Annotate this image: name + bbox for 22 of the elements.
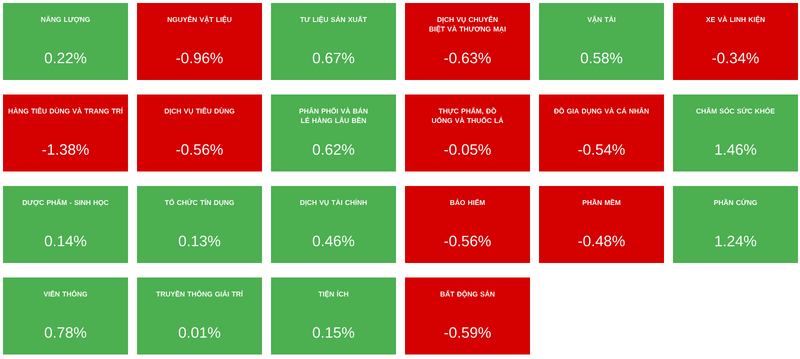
data-label: -1.38%: [42, 144, 89, 155]
data-label: 0.22%: [44, 52, 86, 64]
data-label: 0.58%: [580, 52, 622, 64]
data-label: -0.56%: [444, 236, 491, 246]
data-label: 0.62%: [312, 144, 354, 155]
data-label: -0.54%: [578, 144, 625, 155]
data-label: 1.46%: [715, 144, 756, 155]
data-label: 0.46%: [312, 236, 354, 246]
data-label: -0.96%: [176, 52, 223, 64]
data-label: 0.14%: [44, 236, 86, 246]
data-label: 0.67%: [312, 52, 354, 64]
data-label: 0.78%: [44, 327, 86, 338]
data-label: 0.01%: [178, 327, 220, 338]
data-label: -0.05%: [444, 144, 491, 155]
data-label: -0.63%: [444, 52, 491, 64]
data-label: -0.59%: [444, 327, 491, 338]
data-label: -0.48%: [578, 236, 625, 246]
data-label: -0.56%: [176, 144, 223, 155]
data-label: -0.34%: [712, 52, 759, 64]
data-label: 0.13%: [178, 236, 220, 246]
data-label: 0.15%: [312, 327, 354, 338]
data-label: 1.24%: [715, 236, 756, 246]
